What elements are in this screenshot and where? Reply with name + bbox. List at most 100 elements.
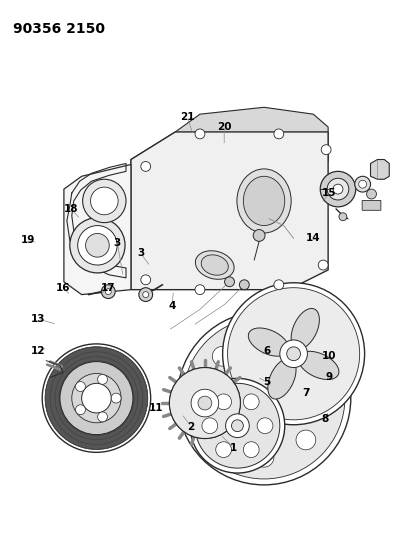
Circle shape — [366, 189, 376, 199]
Ellipse shape — [201, 255, 228, 275]
Circle shape — [101, 285, 115, 298]
Text: 9: 9 — [325, 372, 333, 382]
Circle shape — [313, 388, 333, 408]
Circle shape — [177, 311, 351, 485]
Circle shape — [226, 414, 249, 438]
Circle shape — [252, 386, 276, 410]
Circle shape — [169, 368, 240, 439]
Circle shape — [98, 375, 108, 384]
Text: 21: 21 — [180, 112, 195, 122]
Circle shape — [98, 412, 108, 422]
Polygon shape — [64, 165, 131, 295]
Circle shape — [82, 383, 111, 413]
Circle shape — [139, 288, 152, 302]
Circle shape — [232, 420, 243, 432]
Circle shape — [274, 129, 284, 139]
Circle shape — [198, 396, 212, 410]
Circle shape — [191, 389, 219, 417]
Circle shape — [195, 383, 280, 468]
Circle shape — [254, 447, 274, 467]
Circle shape — [111, 393, 121, 403]
Circle shape — [242, 376, 286, 420]
Circle shape — [141, 275, 151, 285]
Circle shape — [195, 129, 205, 139]
Circle shape — [143, 292, 149, 297]
Circle shape — [42, 344, 151, 453]
Text: 16: 16 — [56, 282, 70, 293]
Text: 6: 6 — [263, 345, 271, 356]
Ellipse shape — [291, 309, 320, 349]
Circle shape — [327, 178, 349, 200]
Text: 13: 13 — [30, 314, 45, 324]
Text: 18: 18 — [63, 204, 78, 214]
Circle shape — [141, 161, 151, 172]
Circle shape — [274, 280, 284, 289]
Polygon shape — [370, 159, 389, 179]
FancyBboxPatch shape — [362, 200, 381, 211]
Ellipse shape — [268, 359, 296, 399]
Circle shape — [190, 378, 285, 473]
Circle shape — [195, 285, 205, 295]
Polygon shape — [131, 132, 328, 289]
Circle shape — [320, 172, 356, 207]
Circle shape — [200, 403, 249, 453]
Text: 12: 12 — [30, 345, 45, 356]
Circle shape — [105, 289, 111, 295]
Text: 4: 4 — [168, 301, 175, 311]
Circle shape — [228, 288, 360, 420]
Circle shape — [216, 442, 232, 457]
Circle shape — [212, 346, 232, 366]
Text: 8: 8 — [322, 414, 329, 424]
Polygon shape — [175, 107, 328, 169]
Circle shape — [225, 277, 234, 287]
Circle shape — [202, 418, 218, 434]
Ellipse shape — [298, 351, 339, 379]
Text: 11: 11 — [149, 403, 164, 414]
Circle shape — [85, 233, 109, 257]
Text: 17: 17 — [100, 282, 115, 293]
Circle shape — [195, 388, 215, 408]
Circle shape — [91, 187, 118, 215]
Circle shape — [183, 317, 345, 479]
Text: 2: 2 — [188, 422, 195, 432]
Text: 15: 15 — [322, 188, 336, 198]
Circle shape — [257, 418, 273, 434]
Text: 20: 20 — [217, 122, 231, 132]
Text: 10: 10 — [322, 351, 336, 361]
Circle shape — [76, 382, 85, 391]
Circle shape — [339, 213, 347, 221]
Circle shape — [243, 394, 259, 410]
Ellipse shape — [248, 328, 289, 356]
Circle shape — [60, 361, 133, 434]
Circle shape — [70, 217, 125, 273]
Circle shape — [296, 430, 316, 450]
Ellipse shape — [243, 176, 285, 225]
Circle shape — [296, 346, 316, 366]
Circle shape — [321, 145, 331, 155]
Circle shape — [318, 260, 328, 270]
Circle shape — [200, 403, 249, 453]
Text: 14: 14 — [306, 232, 321, 243]
Circle shape — [72, 374, 121, 423]
Circle shape — [216, 394, 232, 410]
Circle shape — [78, 225, 117, 265]
Ellipse shape — [237, 169, 291, 233]
Circle shape — [355, 176, 370, 192]
Circle shape — [243, 442, 259, 457]
Circle shape — [45, 347, 148, 449]
Text: 3: 3 — [137, 248, 144, 259]
Circle shape — [253, 230, 265, 241]
Text: 3: 3 — [114, 238, 121, 248]
Circle shape — [280, 340, 307, 368]
Circle shape — [240, 280, 249, 289]
Text: 1: 1 — [230, 443, 238, 453]
Text: 5: 5 — [263, 377, 271, 387]
Circle shape — [76, 405, 85, 415]
Text: 90356 2150: 90356 2150 — [13, 21, 105, 36]
Circle shape — [212, 430, 232, 450]
Text: 19: 19 — [21, 235, 35, 245]
Polygon shape — [131, 132, 175, 285]
Circle shape — [359, 180, 366, 188]
Circle shape — [287, 347, 301, 361]
Circle shape — [254, 329, 274, 349]
